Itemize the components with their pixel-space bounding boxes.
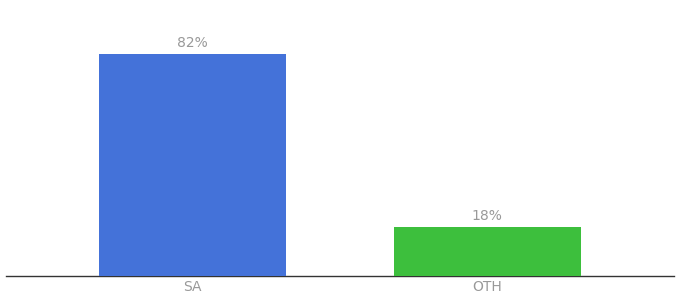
Bar: [394, 227, 581, 276]
Text: 82%: 82%: [177, 36, 208, 50]
Text: 18%: 18%: [472, 209, 503, 223]
Bar: [99, 54, 286, 276]
